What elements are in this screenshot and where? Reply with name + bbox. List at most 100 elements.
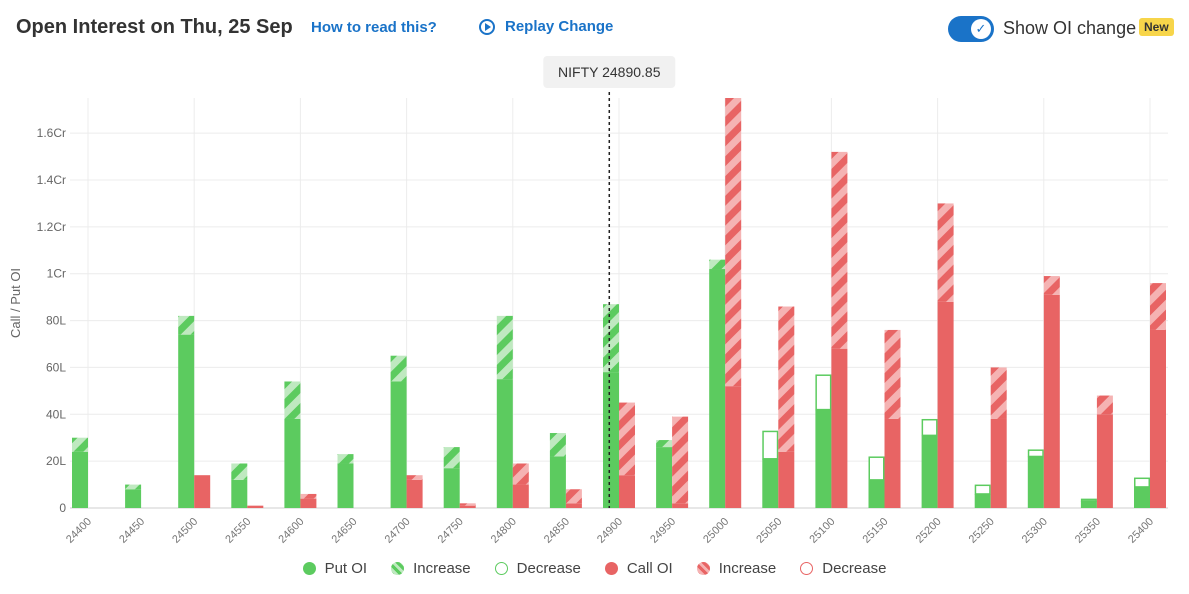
- y-tick-label: 0: [59, 501, 66, 515]
- x-tick-label: 24500: [170, 516, 200, 546]
- legend-put-decrease[interactable]: Decrease: [494, 560, 581, 577]
- put-increase-bar: [284, 381, 301, 419]
- legend-call-oi[interactable]: Call OI: [604, 560, 673, 577]
- show-oi-change-toggle[interactable]: ✓: [948, 16, 994, 42]
- x-tick-label: 24650: [330, 516, 360, 546]
- put-decrease-bar: [1134, 477, 1150, 488]
- y-tick-label: 1Cr: [47, 267, 66, 281]
- put-increase-bar: [496, 315, 513, 380]
- put-oi-bar: [921, 435, 938, 508]
- call-oi-bar: [459, 505, 476, 508]
- call-oi-bar: [725, 386, 742, 508]
- how-to-read-link[interactable]: How to read this?: [311, 19, 437, 36]
- put-oi-bar: [974, 493, 991, 508]
- legend-label: Increase: [413, 560, 471, 577]
- new-badge: New: [1139, 18, 1174, 36]
- x-tick-label: 25350: [1073, 516, 1103, 546]
- call-increase-bar: [512, 463, 529, 485]
- show-oi-change-label: Show OI change: [1003, 18, 1137, 38]
- oi-chart: 0 20L 40L 60L 80L 1Cr 1.2Cr 1.4Cr 1.6Cr Call / Pu…: [8, 56, 1168, 546]
- put-oi-bar: [443, 468, 460, 508]
- put-oi-bar: [337, 463, 354, 508]
- put-oi-bar: [178, 334, 195, 508]
- legend-call-increase[interactable]: Increase: [696, 560, 777, 577]
- put-oi-bar: [496, 379, 513, 508]
- y-tick-label: 80L: [46, 314, 66, 328]
- call-increase-swatch: [696, 562, 710, 575]
- y-tick-label: 1.4Cr: [37, 173, 66, 187]
- call-increase-bar: [672, 416, 689, 504]
- legend-call-decrease[interactable]: Decrease: [800, 560, 886, 577]
- x-tick-label: 25050: [754, 516, 784, 546]
- y-tick-label: 1.6Cr: [37, 126, 66, 140]
- x-tick-label: 24700: [383, 516, 413, 546]
- call-oi-bar: [672, 503, 689, 508]
- put-oi-bar: [1027, 456, 1044, 508]
- put-oi-bar: [815, 409, 832, 508]
- call-oi-swatch: [604, 562, 618, 575]
- check-icon: ✓: [971, 19, 991, 39]
- call-increase-bar: [778, 306, 795, 452]
- put-increase-bar: [603, 304, 619, 373]
- call-increase-bar: [990, 367, 1007, 419]
- put-increase-bar: [178, 315, 195, 335]
- put-increase-swatch: [391, 562, 405, 575]
- call-oi-bar: [990, 418, 1007, 508]
- call-oi-bar: [884, 418, 901, 508]
- put-oi-bar: [231, 479, 248, 508]
- x-tick-label: 24950: [648, 516, 678, 546]
- call-increase-bar: [937, 203, 954, 302]
- legend-label: Increase: [718, 560, 777, 577]
- call-increase-bar: [1043, 276, 1060, 295]
- put-oi-bar: [284, 418, 301, 508]
- x-tick-label: 24750: [436, 516, 466, 546]
- put-increase-bar: [709, 259, 726, 270]
- put-increase-bar: [443, 447, 460, 469]
- put-oi-bar: [72, 451, 88, 508]
- put-oi-bar: [125, 489, 142, 508]
- y-tick-label: 60L: [46, 360, 66, 374]
- call-oi-bar: [406, 479, 423, 508]
- call-oi-bar: [1096, 414, 1113, 508]
- call-oi-bar: [565, 503, 582, 508]
- put-decrease-bar: [921, 418, 938, 437]
- put-oi-bar: [868, 479, 885, 508]
- x-tick-label: 24800: [489, 516, 519, 546]
- call-increase-bar: [831, 151, 848, 349]
- put-oi-bar: [390, 381, 407, 508]
- x-tick-label: 24550: [223, 516, 253, 546]
- call-oi-bar: [619, 475, 635, 508]
- put-oi-bar: [1080, 500, 1097, 508]
- spot-price-label: NIFTY 24890.85: [558, 64, 661, 80]
- legend-label: Call OI: [626, 560, 673, 577]
- x-tick-label: 25400: [1126, 516, 1156, 546]
- call-increase-bar: [1096, 395, 1113, 415]
- replay-change-button[interactable]: Replay Change: [479, 18, 613, 35]
- put-decrease-swatch: [494, 562, 508, 575]
- call-increase-bar: [884, 329, 901, 419]
- put-decrease-bar: [868, 456, 885, 481]
- legend-put-increase[interactable]: Increase: [391, 560, 471, 577]
- call-increase-bar: [619, 402, 635, 476]
- spot-price-box: [543, 56, 676, 88]
- put-oi-swatch: [302, 562, 316, 575]
- x-tick-label: 24850: [542, 516, 572, 546]
- put-increase-bar: [231, 463, 248, 480]
- chart-legend: Put OI Increase Decrease Call OI Increas…: [0, 560, 1189, 577]
- put-increase-bar: [125, 484, 142, 490]
- put-increase-bar: [549, 433, 566, 457]
- put-increase-bar: [337, 454, 354, 464]
- put-oi-bar: [1134, 486, 1150, 508]
- put-increase-bar: [656, 440, 673, 448]
- call-oi-bar: [937, 301, 954, 508]
- put-oi-bar: [549, 456, 566, 508]
- x-tick-label: 25100: [807, 516, 837, 546]
- x-tick-label: 25150: [861, 516, 891, 546]
- legend-label: Decrease: [516, 560, 581, 577]
- replay-change-label: Replay Change: [505, 18, 614, 35]
- call-oi-bar: [194, 475, 211, 508]
- call-increase-bar: [565, 489, 582, 504]
- x-tick-label: 25300: [1020, 516, 1050, 546]
- legend-put-oi[interactable]: Put OI: [302, 560, 367, 577]
- y-tick-label: 1.2Cr: [37, 220, 66, 234]
